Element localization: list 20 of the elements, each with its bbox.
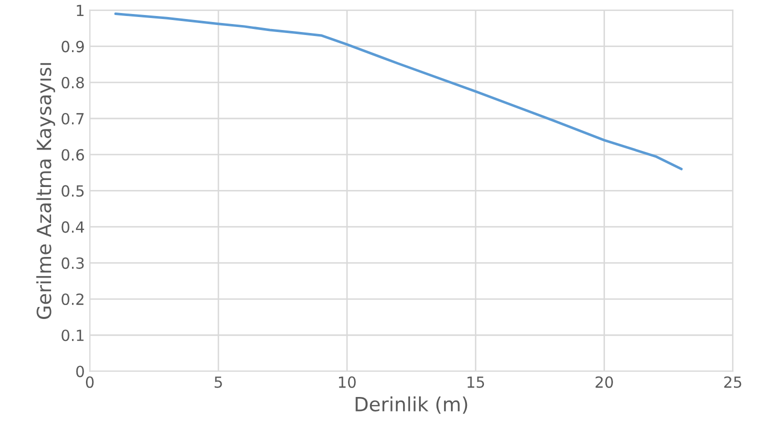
y-axis-title: Gerilme Azaltma Kaysayısı bbox=[36, 63, 56, 319]
x-tick-label: 20 bbox=[596, 376, 613, 388]
x-tick-label: 15 bbox=[468, 376, 484, 388]
x-tick-label: 5 bbox=[214, 376, 222, 388]
y-tick-label: 0.6 bbox=[62, 149, 84, 161]
x-tick-label: 10 bbox=[338, 376, 356, 388]
x-tick-label: 25 bbox=[724, 376, 742, 388]
y-tick-label: 0.9 bbox=[62, 40, 84, 52]
y-tick-label: 0.8 bbox=[62, 76, 84, 88]
y-tick-label: 0 bbox=[76, 366, 84, 378]
y-tick-label: 0.1 bbox=[62, 330, 84, 342]
y-tick-label: 1 bbox=[76, 4, 84, 16]
y-tick-label: 0.2 bbox=[62, 293, 84, 306]
y-tick-label: 0.4 bbox=[62, 221, 84, 233]
line-series bbox=[114, 12, 683, 170]
y-tick-label: 0.7 bbox=[62, 112, 84, 125]
x-tick-label: 0 bbox=[86, 376, 94, 388]
x-axis-title: Derinlik (m) bbox=[356, 396, 468, 414]
y-tick-label: 0.3 bbox=[62, 257, 84, 269]
y-tick-label: 0.5 bbox=[62, 185, 84, 197]
